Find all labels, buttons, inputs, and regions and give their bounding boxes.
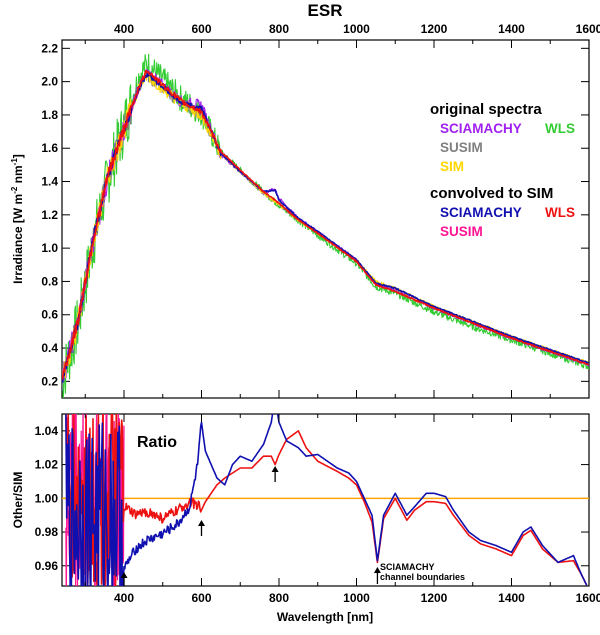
legend-item-susim-convolved: SUSIM bbox=[440, 224, 483, 239]
legend: original spectra SCIAMACHY WLS SUSIM SIM… bbox=[430, 101, 575, 239]
boundary-arrow-head bbox=[120, 572, 128, 578]
ratio-tick-label: 1.04 bbox=[35, 424, 59, 438]
irradiance-tick-label: 1.2 bbox=[41, 208, 58, 222]
irradiance-tick-label: 1.4 bbox=[41, 175, 58, 189]
legend-item-sim-original: SIM bbox=[440, 159, 464, 174]
ratio-tick-label: 1.00 bbox=[35, 491, 59, 505]
ratio-y-axis: 0.96 0.98 1.00 1.02 1.04 bbox=[35, 424, 589, 573]
irradiance-tick-label: 2.0 bbox=[41, 75, 58, 89]
irradiance-tick-label: 2.2 bbox=[41, 41, 58, 55]
bottom-x-tick-label: 1200 bbox=[421, 591, 448, 605]
irradiance-tick-label: 0.4 bbox=[41, 341, 58, 355]
boundary-arrow-head bbox=[271, 466, 279, 472]
top-x-axis: 400 600 800 1000 1200 1400 1600 bbox=[114, 22, 600, 36]
irradiance-tick-label: 1.8 bbox=[41, 108, 58, 122]
legend-item-wls-original: WLS bbox=[545, 121, 575, 136]
bottom-x-axis: 400 600 800 1000 1200 1400 1600 bbox=[114, 591, 600, 605]
legend-heading-original: original spectra bbox=[430, 101, 542, 118]
irradiance-tick-label: 0.8 bbox=[41, 274, 58, 288]
irradiance-series bbox=[62, 53, 589, 398]
irradiance-series-sim-original bbox=[62, 71, 589, 379]
irradiance-panel: 0.2 0.4 0.6 0.8 1.0 1.2 1.4 1.6 1.8 2.0 2.2 Irradi… bbox=[10, 39, 590, 399]
irradiance-series-susim-original bbox=[62, 71, 319, 388]
boundary-arrow-head bbox=[198, 520, 205, 526]
bottom-x-tick-label: 1600 bbox=[576, 591, 600, 605]
bottom-x-tick-label: 1000 bbox=[343, 591, 370, 605]
ratio-axis-label: Other/SIM bbox=[11, 472, 25, 529]
ratio-series-wls bbox=[65, 414, 588, 586]
ratio-tick-label: 0.98 bbox=[35, 525, 59, 539]
top-x-tick-label: 400 bbox=[114, 22, 134, 36]
irradiance-tick-label: 1.6 bbox=[41, 141, 58, 155]
boundary-arrow-head bbox=[373, 567, 381, 573]
irradiance-axis-label: Irradiance [W m-2 nm-1] bbox=[10, 154, 25, 284]
bottom-x-tick-label: 1400 bbox=[498, 591, 525, 605]
ratio-panel: 0.96 0.98 1.00 1.02 1.04 Other/SIM Ratio SCI… bbox=[11, 413, 590, 587]
irradiance-series-sciamachy-convolved bbox=[62, 70, 589, 383]
bottom-x-tick-label: 800 bbox=[269, 591, 289, 605]
legend-item-sciamachy-original: SCIAMACHY bbox=[440, 121, 522, 136]
legend-item-wls-convolved: WLS bbox=[545, 205, 575, 220]
legend-item-sciamachy-convolved: SCIAMACHY bbox=[440, 205, 522, 220]
ratio-series-sciamachy bbox=[65, 414, 588, 586]
ratio-series bbox=[62, 414, 589, 586]
ratio-tick-label: 0.96 bbox=[35, 559, 59, 573]
top-x-tick-label: 1400 bbox=[498, 22, 525, 36]
bottom-x-tick-label: 600 bbox=[191, 591, 211, 605]
top-x-tick-label: 1200 bbox=[421, 22, 448, 36]
top-x-tick-label: 600 bbox=[191, 22, 211, 36]
annotation-line-2: channel boundaries bbox=[380, 572, 465, 582]
irradiance-plot-frame bbox=[61, 39, 590, 399]
legend-heading-convolved: convolved to SIM bbox=[430, 185, 553, 202]
irradiance-y-axis: 0.2 0.4 0.6 0.8 1.0 1.2 1.4 1.6 1.8 2.0 2.2 bbox=[41, 41, 589, 388]
top-x-tick-label: 1000 bbox=[343, 22, 370, 36]
bottom-x-tick-label: 400 bbox=[114, 591, 134, 605]
channel-boundary-arrows bbox=[120, 466, 381, 586]
x-axis-label: Wavelength [nm] bbox=[277, 610, 373, 624]
ratio-label: Ratio bbox=[137, 434, 177, 451]
annotation-line-1: SCIAMACHY bbox=[380, 562, 435, 572]
irradiance-series-wls-convolved bbox=[62, 69, 589, 380]
ratio-plot-frame bbox=[61, 413, 590, 587]
top-x-tick-label: 1600 bbox=[576, 22, 600, 36]
top-x-tick-label: 800 bbox=[269, 22, 289, 36]
chart-title: ESR bbox=[308, 1, 343, 20]
ratio-tick-label: 1.02 bbox=[35, 458, 59, 472]
irradiance-tick-label: 1.0 bbox=[41, 241, 58, 255]
legend-item-susim-original: SUSIM bbox=[440, 140, 483, 155]
irradiance-tick-label: 0.6 bbox=[41, 308, 58, 322]
irradiance-tick-label: 0.2 bbox=[41, 374, 58, 388]
